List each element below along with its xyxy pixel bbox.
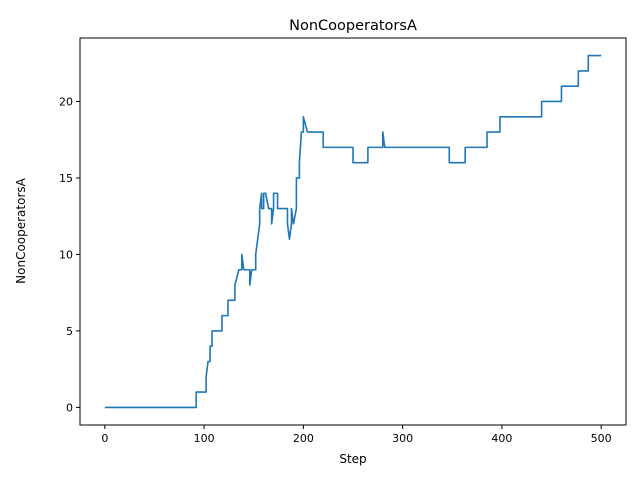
x-tick-label: 200: [293, 432, 314, 445]
y-tick-label: 20: [59, 95, 73, 108]
x-tick-label: 300: [392, 432, 413, 445]
y-tick-label: 15: [59, 172, 73, 185]
y-tick-label: 10: [59, 248, 73, 261]
chart-title: NonCooperatorsA: [289, 18, 417, 34]
x-axis-label: Step: [339, 452, 366, 466]
plot-frame: [79, 37, 627, 426]
y-axis-ticks: 0 5 10 15 20: [59, 95, 80, 414]
series-lines: [104, 54, 602, 409]
y-tick-label: 0: [66, 401, 73, 414]
x-tick-label: 500: [591, 432, 612, 445]
series-line: [104, 54, 602, 409]
x-tick-label: 100: [194, 432, 215, 445]
plot-area: [80, 38, 626, 425]
x-tick-label: 400: [491, 432, 512, 445]
y-tick-label: 5: [66, 325, 73, 338]
x-tick-label: 0: [101, 432, 108, 445]
y-axis-label: NonCooperatorsA: [14, 177, 28, 284]
x-axis-ticks: 0 100 200 300 400 500: [101, 425, 612, 445]
